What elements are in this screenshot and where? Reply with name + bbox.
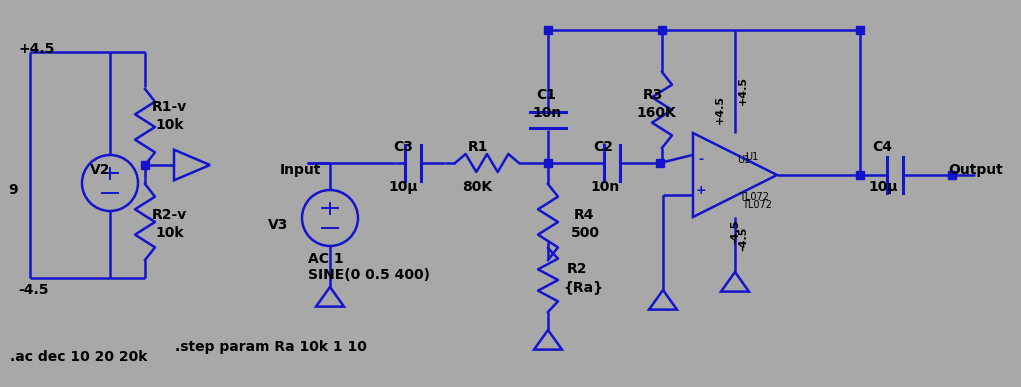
- Text: R2-v: R2-v: [152, 208, 187, 222]
- Text: -: -: [698, 152, 703, 166]
- Text: +4.5: +4.5: [738, 76, 748, 105]
- Text: U1: U1: [745, 152, 759, 162]
- Text: R3: R3: [643, 88, 664, 102]
- Text: V3: V3: [268, 218, 288, 232]
- Text: Output: Output: [949, 163, 1003, 177]
- Text: SINE(0 0.5 400): SINE(0 0.5 400): [308, 268, 430, 282]
- Text: 10n: 10n: [590, 180, 620, 194]
- Text: TL072: TL072: [739, 192, 769, 202]
- Text: R2: R2: [567, 262, 587, 276]
- Text: -4.5: -4.5: [738, 227, 748, 252]
- Text: C3: C3: [393, 140, 412, 154]
- Text: U1: U1: [737, 155, 750, 165]
- Text: +4.5: +4.5: [715, 95, 725, 124]
- Text: 10μ: 10μ: [388, 180, 418, 194]
- Text: -4.5: -4.5: [730, 220, 740, 244]
- Text: 10n: 10n: [532, 106, 562, 120]
- Text: {Ra}: {Ra}: [563, 280, 603, 294]
- Text: .ac dec 10 20 20k: .ac dec 10 20 20k: [10, 350, 147, 364]
- Text: 500: 500: [571, 226, 600, 240]
- Text: 10k: 10k: [155, 226, 184, 240]
- Text: 80K: 80K: [461, 180, 492, 194]
- Text: C4: C4: [872, 140, 892, 154]
- Text: +4.5: +4.5: [18, 42, 54, 56]
- Text: TL072: TL072: [742, 200, 772, 210]
- Text: Input: Input: [280, 163, 322, 177]
- Text: AC 1: AC 1: [308, 252, 344, 266]
- Text: C1: C1: [536, 88, 556, 102]
- Text: C2: C2: [593, 140, 613, 154]
- Text: 160K: 160K: [636, 106, 676, 120]
- Text: +: +: [695, 185, 707, 197]
- Text: 10μ: 10μ: [868, 180, 897, 194]
- Text: 10k: 10k: [155, 118, 184, 132]
- Text: 9: 9: [8, 183, 17, 197]
- Text: R4: R4: [574, 208, 594, 222]
- Text: R1: R1: [468, 140, 488, 154]
- Text: V2: V2: [90, 163, 110, 177]
- Text: .step param Ra 10k 1 10: .step param Ra 10k 1 10: [175, 340, 367, 354]
- Text: R1-v: R1-v: [152, 100, 187, 114]
- Text: -4.5: -4.5: [18, 283, 49, 297]
